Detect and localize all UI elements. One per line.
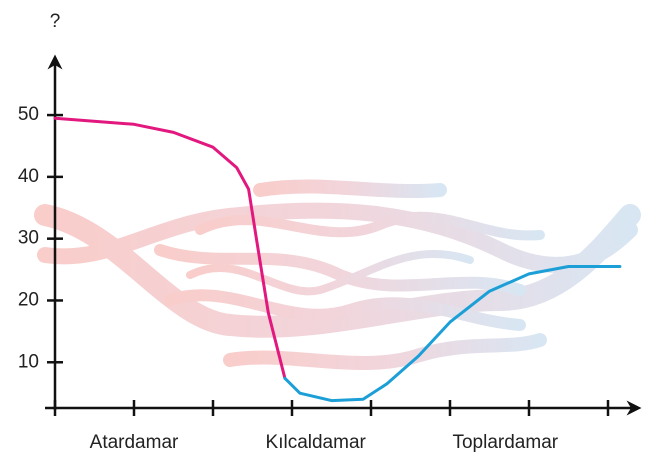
x-label: Atardamar (90, 432, 179, 453)
y-tick-label: 30 (18, 228, 39, 249)
line-series (53, 116, 287, 380)
y-axis-label: ? (50, 11, 61, 32)
line-series (283, 265, 622, 403)
y-tick-label: 10 (18, 351, 39, 372)
x-label: Kılcaldamar (266, 432, 367, 453)
y-tick-label: 40 (18, 166, 39, 187)
vessel-illustration (34, 179, 641, 370)
x-label: Toplardamar (452, 432, 558, 453)
y-tick-label: 20 (18, 289, 39, 310)
y-tick-label: 50 (18, 104, 39, 125)
